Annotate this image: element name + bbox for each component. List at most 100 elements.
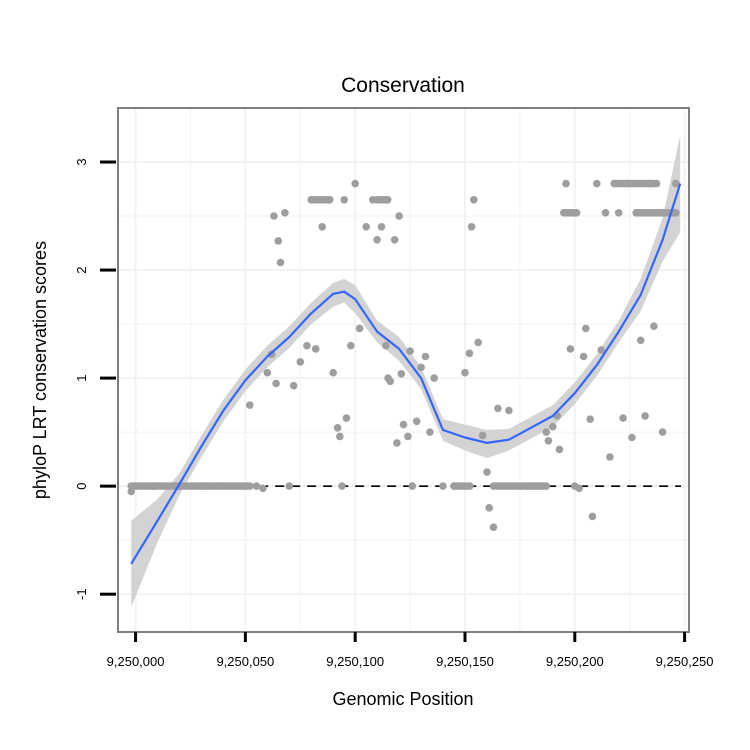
data-point (549, 422, 557, 431)
data-point (586, 415, 594, 424)
data-point (636, 336, 645, 345)
chart-title: Conservation (341, 74, 465, 97)
y-tick-label: 0 (74, 482, 89, 489)
data-point (672, 179, 680, 188)
data-point (377, 223, 386, 231)
data-point (650, 322, 658, 331)
data-point (276, 258, 285, 267)
data-point (566, 345, 575, 353)
data-point (399, 420, 408, 429)
data-point (311, 345, 320, 353)
data-point (485, 504, 494, 512)
data-point (281, 209, 289, 217)
data-point (575, 484, 583, 493)
data-point (628, 433, 636, 442)
x-tick-label: 9,250,250 (656, 654, 714, 669)
data-point (672, 209, 680, 217)
confidence-band-layer (131, 135, 681, 608)
data-point (355, 324, 364, 333)
data-point (289, 381, 298, 390)
data-point (494, 404, 502, 413)
data-point (303, 341, 311, 350)
data-point (386, 377, 395, 386)
data-point (478, 431, 487, 440)
x-tick-label: 9,250,200 (546, 654, 604, 669)
data-point (652, 179, 661, 188)
x-axis-label: Genomic Position (332, 689, 473, 709)
data-point (263, 368, 272, 377)
data-point (461, 368, 469, 377)
data-point (338, 482, 346, 490)
y-tick-label: 1 (74, 374, 89, 381)
data-point (336, 432, 344, 441)
x-tick-label: 9,250,100 (326, 654, 384, 669)
data-point (347, 341, 355, 350)
data-point (342, 414, 351, 422)
y-tick-label: -1 (74, 588, 89, 600)
data-point (426, 428, 434, 436)
data-point (505, 406, 513, 415)
data-point (421, 352, 430, 361)
data-point (597, 346, 605, 354)
data-point (470, 196, 478, 204)
data-point (641, 412, 649, 420)
data-point (593, 179, 601, 188)
data-point (439, 482, 447, 490)
data-point (542, 482, 550, 490)
data-point (246, 401, 254, 409)
data-point (466, 482, 474, 490)
data-point (404, 432, 412, 441)
data-point (390, 236, 399, 244)
data-point (544, 437, 553, 445)
data-point (588, 512, 597, 521)
data-point (362, 223, 371, 231)
data-point (393, 439, 401, 447)
data-point (395, 212, 403, 220)
data-point (325, 196, 334, 204)
data-point (542, 428, 551, 436)
data-point (259, 484, 267, 493)
data-point (397, 370, 406, 378)
data-point (270, 212, 278, 220)
data-point (614, 209, 623, 217)
data-point (430, 374, 439, 382)
data-point (296, 358, 305, 366)
plot-panel-border (117, 107, 690, 633)
data-point (465, 349, 474, 358)
data-point (333, 424, 342, 432)
data-point (329, 368, 338, 377)
smooth-line-layer (130, 183, 682, 565)
data-point (417, 363, 425, 372)
grid-lines (118, 108, 689, 632)
data-point (274, 237, 283, 245)
data-point (483, 468, 491, 476)
data-point (579, 352, 588, 361)
y-axis-label: phyloP LRT conservation scores (30, 241, 50, 499)
data-points-layer (127, 179, 680, 531)
data-point (267, 350, 276, 359)
data-point (408, 482, 417, 490)
data-point (489, 523, 498, 531)
data-point (382, 341, 390, 350)
x-axis: 9,250,000 9,250,050 9,250,100 9,250,150 9,25… (107, 632, 714, 669)
data-point (406, 347, 414, 355)
data-point (272, 379, 280, 388)
data-point (340, 196, 349, 204)
data-point (285, 482, 294, 490)
data-point (412, 417, 421, 426)
data-point (467, 223, 476, 231)
data-point (601, 209, 610, 217)
data-point (658, 428, 667, 436)
x-tick-label: 9,250,000 (107, 654, 165, 669)
x-tick-label: 9,250,150 (436, 654, 494, 669)
y-tick-label: 2 (74, 266, 89, 273)
data-point (373, 236, 381, 244)
smooth-fit-line (130, 183, 682, 565)
data-point (582, 324, 590, 333)
data-point (555, 445, 564, 454)
data-point (474, 338, 483, 347)
data-point (619, 414, 627, 422)
data-point (246, 482, 254, 490)
data-point (572, 209, 581, 217)
